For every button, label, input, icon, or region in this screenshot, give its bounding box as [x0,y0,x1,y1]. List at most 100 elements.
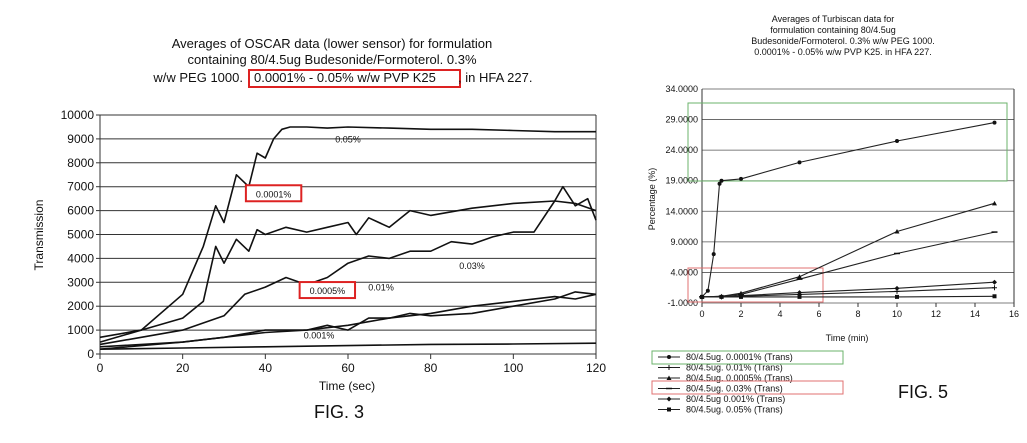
fig3-annotation-box [244,184,303,203]
fig3-x-tick-label: 80 [424,361,438,375]
fig5-series-point [797,294,802,299]
fig3-title-line3a: w/w PEG 1000. [152,70,243,85]
chart-fig5: Averages of Turbiscan data for formulati… [647,14,1019,415]
fig3-y-tick-label: 1000 [67,323,94,337]
fig3-annotation-label: 0.0005% [310,286,346,296]
fig5-legend-marker [667,355,671,359]
fig5-y-tick-label: 24.0000 [665,145,698,155]
fig3-series-line-2 [99,200,597,346]
fig5-series-point [797,160,802,165]
fig3-x-tick-label: 60 [341,361,355,375]
fig5-series-point [739,294,743,299]
fig5-x-tick-label: 12 [931,309,941,319]
fig3-gridlines [99,114,597,355]
fig3-annotation-box [298,281,357,300]
fig3-x-tick-label: 40 [259,361,273,375]
fig3-x-ticks: 0 20 40 60 80 100 120 [97,354,606,375]
fig5-x-tick-label: 8 [855,309,860,319]
fig5-title-line3: Budesonide/Formoterol. 0.3% w/w PEG 1000… [751,36,935,46]
fig5-series-point [992,200,997,206]
fig5-legend-marker [666,365,672,370]
fig3-x-tick-label: 100 [503,361,523,375]
fig5-legend-label: 80/4.5ug. 0.0005% (Trans) [686,373,793,383]
fig3-x-tick-label: 120 [586,361,606,375]
fig5-series-point [992,294,997,299]
fig5-y-tick-label: -1.0000 [667,298,698,308]
fig3-annotation-label: 0.05% [335,134,361,144]
fig5-series-point [717,181,722,186]
fig5-legend-label: 80/4.5ug. 0.01% (Trans) [686,363,783,373]
fig3-y-tick-label: 3000 [67,275,94,289]
fig3-title-line3b: 0.0001% - 0.05% w/w PVP K25 [254,70,436,85]
fig5-legend-label: 80/4.5ug. 0.05% (Trans) [686,405,783,415]
fig5-series-point [797,274,802,279]
fig3-x-tick-label: 0 [97,361,104,375]
fig5-y-tick-label: 4.0000 [670,267,698,277]
fig5-x-ticks: 0 2 4 6 8 10 12 14 16 [699,303,1019,319]
fig5-legend-label: 80/4.5ug 0.001% (Trans) [686,394,785,404]
fig5-x-tick-label: 4 [777,309,782,319]
fig3-series-line-3 [99,291,597,350]
fig3-x-axis-label: Time (sec) [319,379,375,393]
fig3-series [99,126,597,350]
fig5-series-point [719,294,724,299]
fig5-x-axis-label: Time (min) [826,333,869,343]
fig3-series-line-1 [99,185,597,339]
fig5-legend: 80/4.5ug. 0.0001% (Trans)80/4.5ug. 0.01%… [658,352,793,415]
fig5-series-line-0 [701,122,995,298]
fig5-x-tick-label: 14 [970,309,980,319]
fig5-x-tick-label: 0 [699,309,704,319]
fig5-series-point [895,138,899,143]
fig5-series-point [992,285,997,291]
fig5-x-tick-label: 16 [1009,309,1019,319]
fig3-annotation-label: 0.0001% [256,189,292,199]
fig5-legend-label: 80/4.5ug. 0.03% (Trans) [686,384,783,394]
fig5-y-tick-label: 14.0000 [665,206,698,216]
fig5-y-ticks: -1.0000 4.0000 9.0000 14.0000 19.0000 24.0000… [665,84,698,308]
fig3-title-highlight-box [248,69,461,88]
fig5-x-tick-label: 10 [892,309,902,319]
fig5-title-line1: Averages of Turbiscan data for [772,14,894,24]
fig3-series-line-0 [99,126,596,343]
fig3-annotations: 0.05% 0.0001% 0.03% 0.0005% 0.01% 0.001% [244,134,485,340]
fig3-title-line3c: , in HFA 227. [458,70,532,85]
fig3-annotation-label: 0.03% [459,261,485,271]
fig5-legend-red-box [651,380,844,395]
fig3-y-axis-label: Transmission [32,200,46,271]
fig3-y-tick-label: 10000 [61,108,95,122]
fig3-series-line-5 [99,342,597,350]
fig3-x-tick-label: 20 [176,361,190,375]
fig5-series [699,120,998,300]
fig3-y-tick-label: 0 [87,347,94,361]
fig3-y-tick-label: 8000 [67,156,94,170]
fig5-title-line4: 0.0001% - 0.05% w/w PVP K25. in HFA 227. [754,47,931,57]
fig3-y-tick-label: 9000 [67,132,94,146]
fig3-label: FIG. 3 [314,402,364,422]
fig5-series-point [719,178,724,183]
fig5-series-point [705,288,710,293]
fig5-legend-green-box [651,350,844,365]
fig3-title-line2: containing 80/4.5ug Budesonide/Formotero… [187,52,477,67]
fig5-series-point [700,294,704,299]
fig5-series-point [739,176,743,181]
fig5-series-point [895,294,899,299]
fig5-x-tick-label: 6 [816,309,821,319]
fig5-series-line-2 [701,202,995,298]
fig5-series-point [992,120,997,125]
fig3-y-ticks: 0 1000 2000 3000 4000 5000 6000 7000 8000 9000 100… [61,108,100,361]
fig5-series-point [992,279,997,285]
fig3-y-tick-label: 5000 [67,228,94,242]
fig5-red-highlight-box [687,267,824,303]
fig3-y-tick-label: 4000 [67,251,94,265]
fig5-gridlines [701,88,1015,304]
fig5-series-point [711,252,716,257]
fig5-legend-label: 80/4.5ug. 0.0001% (Trans) [686,352,793,362]
fig3-y-tick-label: 6000 [67,204,94,218]
fig5-legend-marker [666,375,672,380]
fig5-series-point [894,285,900,291]
fig3-title-line1: Averages of OSCAR data (lower sensor) fo… [172,36,493,51]
fig5-x-tick-label: 2 [738,309,743,319]
chart-fig3: Averages of OSCAR data (lower sensor) fo… [32,36,606,422]
fig3-y-tick-label: 7000 [67,180,94,194]
